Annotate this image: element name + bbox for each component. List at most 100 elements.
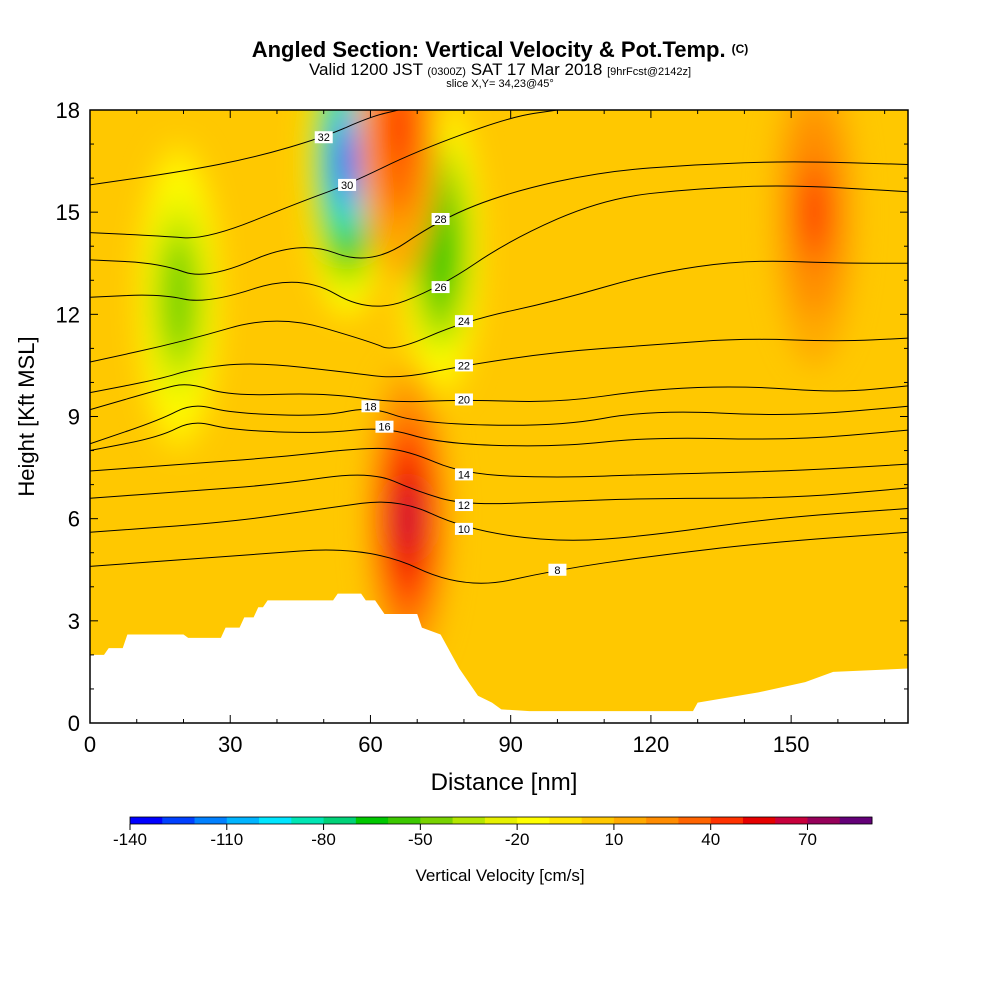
theta-contour-10 xyxy=(90,501,908,541)
field-background xyxy=(90,110,908,723)
theta-contour-26 xyxy=(90,185,908,307)
theta-label-14: 14 xyxy=(454,468,473,481)
chart-subtitle: Valid 1200 JST (0300Z) SAT 17 Mar 2018 [… xyxy=(0,60,1000,80)
colorbar-swatch-14 xyxy=(581,817,615,824)
chart-title: Angled Section: Vertical Velocity & Pot.… xyxy=(0,37,1000,63)
colorbar-swatch-0 xyxy=(130,817,163,824)
y-tick-label-9: 9 xyxy=(68,405,80,430)
theta-label-bg-32 xyxy=(314,131,333,144)
vertical-velocity-field xyxy=(90,110,908,723)
theta-label-bg-10 xyxy=(454,522,473,535)
theta-contour-20 xyxy=(90,384,908,411)
theta-label-32: 32 xyxy=(314,131,333,144)
theta-label-text-20: 20 xyxy=(458,394,470,406)
y-tick-label-0: 0 xyxy=(68,711,80,736)
colorbar-swatch-17 xyxy=(678,817,712,824)
terrain xyxy=(90,593,908,723)
theta-label-bg-8 xyxy=(548,563,567,576)
theta-label-text-18: 18 xyxy=(364,401,376,413)
colorbar-swatch-19 xyxy=(742,817,776,824)
theta-label-text-24: 24 xyxy=(458,316,470,328)
colorbar-tick-label--20: -20 xyxy=(505,830,530,849)
w-feature-updraft-3-level-5 xyxy=(388,110,409,158)
theta-label-30: 30 xyxy=(338,178,357,192)
axes: 0 30 60 90 120 150 0 3 6 9 12 15 18 Distance [nm] Heig… xyxy=(14,98,909,796)
theta-label-text-16: 16 xyxy=(378,422,390,434)
theta-label-20: 20 xyxy=(454,393,473,406)
colorbar-swatch-21 xyxy=(807,817,841,824)
theta-contour-28 xyxy=(90,161,908,275)
x-tick-label-90: 90 xyxy=(498,732,522,757)
colorbar-swatch-8 xyxy=(388,817,421,824)
colorbar-label: Vertical Velocity [cm/s] xyxy=(415,866,584,885)
theta-label-text-10: 10 xyxy=(458,524,470,536)
theta-label-text-26: 26 xyxy=(434,282,446,294)
theta-label-10: 10 xyxy=(454,522,473,536)
colorbar-swatch-6 xyxy=(323,817,357,824)
valid-utc: (0300Z) xyxy=(427,66,466,78)
theta-label-text-12: 12 xyxy=(458,500,470,512)
colorbar-swatch-10 xyxy=(452,817,486,824)
w-feature-updraft-4-level-5 xyxy=(397,488,418,549)
colorbar-swatch-22 xyxy=(839,817,873,824)
w-feature-downdraft-1-level-5 xyxy=(430,216,451,277)
theta-label-text-30: 30 xyxy=(341,180,353,192)
theta-label-26: 26 xyxy=(431,281,450,294)
colorbar-swatch-12 xyxy=(517,817,550,824)
theta-label-text-8: 8 xyxy=(554,565,560,577)
theta-contour-32 xyxy=(90,110,399,186)
x-tick-label-150: 150 xyxy=(773,732,810,757)
y-axis-label: Height [Kft MSL] xyxy=(14,336,39,496)
colorbar-swatch-20 xyxy=(775,817,808,824)
colorbar-swatch-11 xyxy=(484,817,518,824)
colorbar-swatch-13 xyxy=(549,817,583,824)
colorbar-swatch-16 xyxy=(646,817,679,824)
y-tick-label-3: 3 xyxy=(68,609,80,634)
x-tick-label-120: 120 xyxy=(633,732,670,757)
theta-label-bg-26 xyxy=(431,281,450,294)
y-tick-label-18: 18 xyxy=(56,98,80,123)
x-tick-label-30: 30 xyxy=(218,732,242,757)
theta-label-text-14: 14 xyxy=(458,469,470,481)
theta-label-16: 16 xyxy=(375,420,394,434)
theta-label-bg-28 xyxy=(431,212,450,225)
chart-title-note: (C) xyxy=(731,42,749,56)
chart-title-text: Angled Section: Vertical Velocity & Pot.… xyxy=(251,37,726,62)
colorbar-frame xyxy=(129,816,873,825)
theta-label-bg-14 xyxy=(454,468,473,481)
theta-label-text-22: 22 xyxy=(458,360,470,372)
theta-label-bg-18 xyxy=(361,400,380,413)
colorbar-swatch-3 xyxy=(226,817,260,824)
field-features xyxy=(137,110,857,674)
colorbar-tick-label--50: -50 xyxy=(408,830,433,849)
valid-date: SAT 17 Mar 2018 xyxy=(470,60,603,79)
x-tick-label-0: 0 xyxy=(84,732,96,757)
colorbar-tick-label-40: 40 xyxy=(701,830,720,849)
theta-contour-30 xyxy=(90,110,558,239)
theta-label-text-28: 28 xyxy=(434,214,446,226)
theta-label-22: 22 xyxy=(454,359,473,372)
colorbar-swatch-4 xyxy=(259,817,292,824)
colorbar-swatch-1 xyxy=(162,817,196,824)
theta-label-bg-16 xyxy=(375,420,394,433)
w-feature-downdraft-0-level-5 xyxy=(337,131,358,192)
colorbar-swatch-18 xyxy=(710,817,744,824)
colorbar-swatch-15 xyxy=(613,817,647,824)
colorbar-swatch-9 xyxy=(420,817,454,824)
theta-contour-14 xyxy=(90,447,908,478)
w-feature-downdraft-2-level-5 xyxy=(168,267,189,328)
colorbar-swatch-7 xyxy=(355,817,389,824)
theta-label-8: 8 xyxy=(548,563,567,577)
theta-contour-12 xyxy=(90,474,908,505)
theta-label-bg-30 xyxy=(338,178,357,191)
theta-label-text-32: 32 xyxy=(318,132,330,144)
theta-label-bg-24 xyxy=(454,315,473,328)
colorbar: -140 -110 -80 -50 -20 10 40 70 Vertical Velocity… xyxy=(113,816,873,885)
y-tick-label-12: 12 xyxy=(56,302,80,327)
colorbar-swatch-2 xyxy=(194,817,228,824)
theta-label-24: 24 xyxy=(454,315,473,328)
x-axis-label: Distance [nm] xyxy=(431,769,578,796)
colorbar-swatch-5 xyxy=(291,817,325,824)
